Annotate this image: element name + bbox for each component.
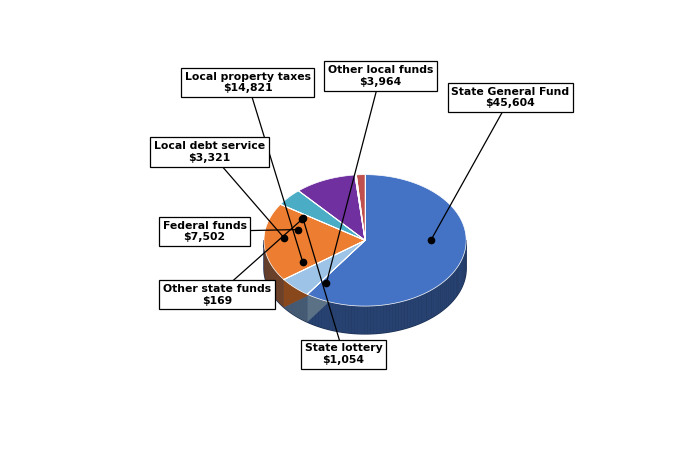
Polygon shape [364, 306, 368, 334]
Polygon shape [284, 240, 365, 294]
Polygon shape [393, 303, 395, 331]
Polygon shape [370, 306, 374, 334]
Text: State General Fund
$45,604: State General Fund $45,604 [452, 87, 570, 109]
Polygon shape [264, 240, 466, 334]
Polygon shape [310, 296, 313, 325]
Polygon shape [264, 204, 365, 279]
Text: State lottery
$1,054: State lottery $1,054 [304, 343, 382, 365]
Polygon shape [419, 295, 421, 324]
Polygon shape [324, 300, 327, 329]
Polygon shape [339, 304, 342, 332]
Polygon shape [434, 287, 436, 317]
Polygon shape [459, 263, 460, 293]
Text: Other state funds
$169: Other state funds $169 [163, 284, 272, 306]
Polygon shape [458, 265, 459, 295]
Polygon shape [342, 304, 345, 333]
Polygon shape [438, 284, 440, 314]
Polygon shape [284, 240, 365, 307]
Polygon shape [351, 306, 355, 334]
Polygon shape [456, 267, 458, 297]
Polygon shape [405, 300, 407, 329]
Polygon shape [452, 272, 454, 302]
Polygon shape [333, 303, 336, 331]
Polygon shape [330, 302, 333, 330]
Polygon shape [436, 286, 438, 315]
Polygon shape [454, 270, 455, 300]
Polygon shape [307, 240, 365, 322]
Polygon shape [410, 298, 413, 327]
Polygon shape [355, 175, 365, 240]
Polygon shape [380, 305, 383, 333]
Polygon shape [383, 305, 386, 333]
Text: Federal funds
$7,502: Federal funds $7,502 [162, 221, 246, 242]
Polygon shape [429, 290, 431, 319]
Polygon shape [321, 299, 324, 328]
Polygon shape [345, 305, 349, 333]
Polygon shape [316, 298, 318, 327]
Polygon shape [407, 299, 410, 328]
Polygon shape [398, 302, 402, 330]
Polygon shape [327, 301, 330, 330]
Polygon shape [424, 293, 426, 322]
Polygon shape [444, 279, 447, 309]
Polygon shape [368, 306, 370, 334]
Polygon shape [442, 281, 444, 310]
Polygon shape [389, 304, 393, 332]
Polygon shape [307, 240, 365, 322]
Polygon shape [349, 305, 351, 333]
Polygon shape [281, 191, 365, 240]
Text: Other local funds
$3,964: Other local funds $3,964 [328, 65, 433, 87]
Polygon shape [318, 298, 321, 327]
Polygon shape [431, 288, 434, 318]
Polygon shape [374, 306, 377, 334]
Polygon shape [450, 274, 452, 304]
Polygon shape [413, 297, 416, 326]
Polygon shape [421, 294, 424, 323]
Polygon shape [449, 276, 450, 306]
Polygon shape [299, 175, 365, 240]
Polygon shape [395, 302, 398, 331]
Polygon shape [416, 296, 419, 325]
Polygon shape [460, 261, 461, 291]
Polygon shape [402, 301, 405, 329]
Text: Local property taxes
$14,821: Local property taxes $14,821 [185, 71, 311, 93]
Polygon shape [447, 278, 449, 307]
Polygon shape [355, 306, 358, 334]
Polygon shape [361, 306, 364, 334]
Polygon shape [358, 306, 361, 334]
Polygon shape [455, 268, 456, 298]
Text: Local debt service
$3,321: Local debt service $3,321 [154, 141, 265, 163]
Polygon shape [462, 257, 463, 287]
Polygon shape [307, 175, 466, 306]
Polygon shape [386, 304, 389, 332]
Polygon shape [461, 259, 462, 289]
Polygon shape [356, 175, 365, 240]
Polygon shape [336, 303, 339, 332]
Polygon shape [377, 306, 380, 334]
Polygon shape [426, 291, 429, 320]
Polygon shape [440, 283, 442, 312]
Polygon shape [284, 240, 365, 307]
Polygon shape [313, 297, 316, 326]
Polygon shape [307, 294, 310, 323]
